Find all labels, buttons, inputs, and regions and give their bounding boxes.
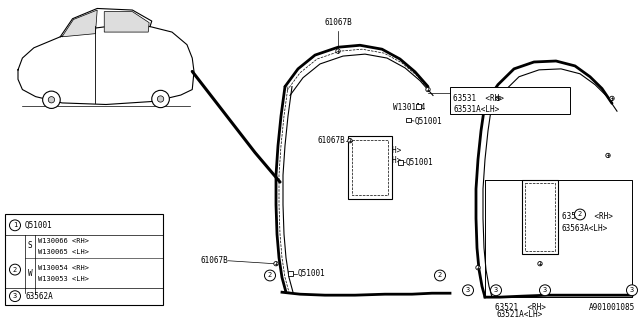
Circle shape [575,209,586,220]
Circle shape [540,285,550,296]
Text: 3: 3 [466,287,470,293]
Text: 63563A<LH>: 63563A<LH> [562,224,608,233]
Circle shape [10,220,20,231]
Text: 63541B<RH>: 63541B<RH> [355,146,401,155]
Text: W: W [28,269,32,278]
Bar [287,271,292,276]
Text: Q51001: Q51001 [25,221,52,230]
Polygon shape [18,25,194,105]
Text: W130066 <RH>: W130066 <RH> [38,238,89,244]
Bar [415,104,420,109]
Circle shape [610,96,614,100]
Text: Q51001: Q51001 [415,116,443,125]
Text: W130053 <LH>: W130053 <LH> [38,276,89,283]
Text: W130114: W130114 [392,103,425,112]
Text: 61067B: 61067B [317,136,345,145]
Text: 63563  <RH>: 63563 <RH> [562,212,613,221]
Text: 63521  <RH>: 63521 <RH> [495,303,545,312]
Text: 1: 1 [13,222,17,228]
Polygon shape [104,12,149,32]
Text: 2: 2 [13,267,17,273]
Circle shape [157,96,164,102]
Circle shape [274,261,278,266]
Circle shape [496,96,500,100]
Bar [406,117,410,123]
Text: 2: 2 [268,273,272,278]
Text: 3: 3 [494,287,498,293]
Text: 63531  <RH>: 63531 <RH> [453,94,504,103]
Circle shape [348,139,352,143]
Circle shape [264,270,275,281]
Text: 3: 3 [630,287,634,293]
Circle shape [627,285,637,296]
Text: 3: 3 [543,287,547,293]
Circle shape [538,261,542,266]
Text: 61067B: 61067B [324,18,352,27]
Text: 63521A<LH>: 63521A<LH> [497,310,543,319]
Circle shape [336,49,340,53]
Text: 63562A: 63562A [25,292,52,301]
Text: 2: 2 [578,212,582,218]
Bar [397,160,403,165]
Circle shape [476,266,480,270]
Text: 63541C<LH>: 63541C<LH> [355,156,401,165]
Text: 2: 2 [438,273,442,278]
Circle shape [10,291,20,301]
Circle shape [435,270,445,281]
FancyBboxPatch shape [450,87,570,114]
FancyBboxPatch shape [5,214,163,305]
Text: A901001085: A901001085 [589,303,635,312]
Text: W130065 <LH>: W130065 <LH> [38,249,89,255]
Circle shape [152,90,170,108]
Text: S: S [28,242,32,251]
Text: 63531A<LH>: 63531A<LH> [453,105,499,114]
Text: W130054 <RH>: W130054 <RH> [38,265,89,271]
Text: Q51001: Q51001 [298,269,326,278]
Polygon shape [62,10,97,37]
Text: Q51001: Q51001 [406,158,434,167]
Circle shape [48,97,54,103]
Circle shape [463,285,474,296]
Polygon shape [522,180,558,254]
Text: 61067B: 61067B [200,256,228,265]
Circle shape [606,153,610,158]
Text: 3: 3 [13,293,17,299]
Circle shape [10,264,20,275]
Polygon shape [348,136,392,199]
Circle shape [490,285,502,296]
Circle shape [43,91,60,108]
Circle shape [426,87,430,92]
